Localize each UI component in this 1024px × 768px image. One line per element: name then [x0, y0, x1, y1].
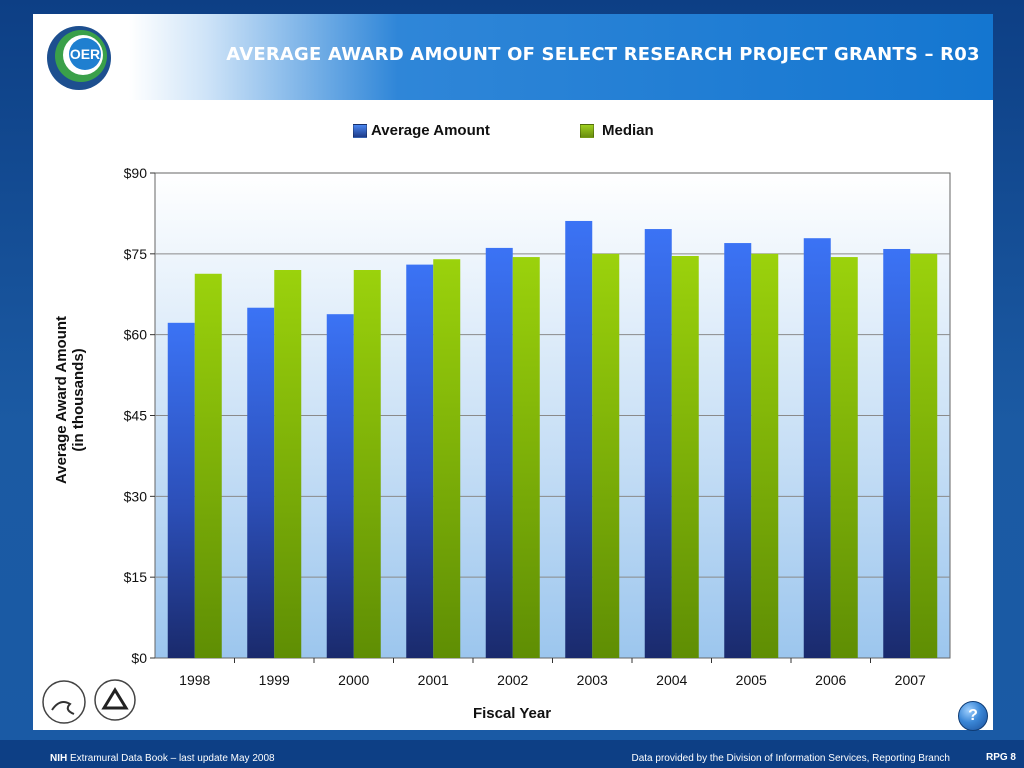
- legend-label-average: Average Amount: [371, 122, 490, 139]
- footer-source-left: NIH Extramural Data Book – last update M…: [50, 753, 275, 764]
- oer-logo: OER: [41, 18, 121, 99]
- y-axis-title-line2: (in thousands): [70, 348, 87, 452]
- legend-item-average: Average Amount: [353, 122, 490, 139]
- legend-swatch-median: [580, 123, 594, 138]
- footer-databook-text: Extramural Data Book – last update May 2…: [67, 753, 275, 764]
- help-button[interactable]: ?: [958, 701, 988, 731]
- legend-swatch-average: [353, 123, 367, 138]
- page-title: AVERAGE AWARD AMOUNT OF SELECT RESEARCH …: [226, 44, 980, 65]
- chart-legend: Average Amount Median: [0, 122, 1024, 140]
- legend-label-median: Median: [602, 122, 654, 139]
- footer-source-right: Data provided by the Division of Informa…: [631, 753, 951, 764]
- svg-text:OER: OER: [70, 46, 100, 62]
- legend-item-median: Median: [580, 122, 654, 139]
- footer-nih: NIH: [50, 753, 68, 764]
- x-axis-title: Fiscal Year: [472, 705, 552, 722]
- footer-band: [0, 740, 1024, 768]
- header-bar: OER AVERAGE AWARD AMOUNT OF SELECT RESEA…: [33, 14, 993, 100]
- hhs-nih-seals: [40, 676, 140, 731]
- page-number: RPG 8: [985, 752, 1016, 763]
- y-axis-title: Average Award Amount (in thousands): [53, 290, 87, 510]
- y-axis-title-line1: Average Award Amount: [53, 315, 70, 485]
